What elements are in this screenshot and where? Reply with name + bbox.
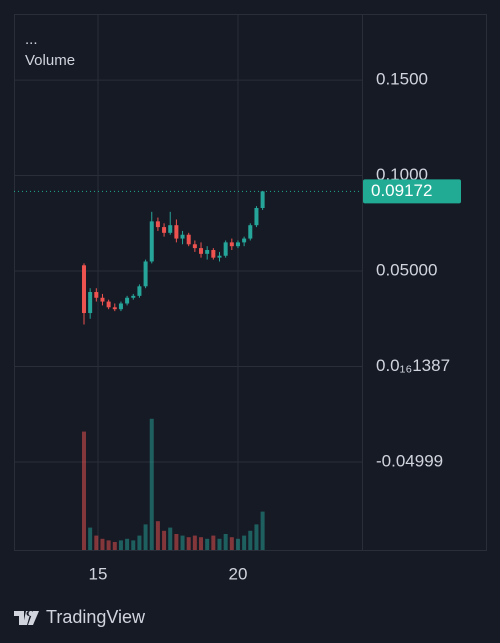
candle-body bbox=[155, 221, 160, 228]
brand-name: TradingView bbox=[46, 607, 146, 627]
candle-body bbox=[174, 225, 179, 239]
volume-bar bbox=[235, 538, 240, 550]
volume-bar bbox=[137, 535, 142, 550]
volume-bar bbox=[205, 538, 210, 550]
candle-body bbox=[260, 191, 265, 209]
candle-body bbox=[248, 225, 253, 239]
y-tick-label: 0.05000 bbox=[376, 261, 437, 280]
candle-body bbox=[254, 208, 259, 226]
x-tick-label: 20 bbox=[229, 564, 248, 583]
volume-bar bbox=[131, 540, 136, 550]
volume-bar bbox=[118, 540, 123, 550]
candle-body bbox=[125, 297, 130, 304]
volume-bar bbox=[155, 521, 160, 550]
volume-bar bbox=[217, 538, 222, 550]
volume-bar bbox=[192, 535, 197, 550]
candle-body bbox=[186, 234, 191, 245]
grid bbox=[14, 14, 362, 550]
candle-body bbox=[180, 234, 185, 239]
candle-body bbox=[235, 242, 240, 247]
candle-body bbox=[137, 286, 142, 296]
legend-title: ... bbox=[25, 31, 38, 48]
candle-body bbox=[149, 221, 154, 262]
volume-bar bbox=[94, 535, 99, 550]
candle-body bbox=[88, 292, 93, 314]
volume-pane bbox=[81, 418, 265, 550]
candle-body bbox=[242, 238, 247, 243]
volume-bar bbox=[229, 537, 234, 550]
volume-bar bbox=[168, 527, 173, 550]
volume-bar bbox=[254, 524, 259, 550]
axes: 0.1500 0.1000 0.05000 0.0₁₆1387 -0.04999 15 20… bbox=[14, 70, 461, 583]
y-tick-label: 0.1000 bbox=[376, 165, 428, 184]
volume-bar bbox=[162, 530, 167, 550]
volume-bar bbox=[143, 524, 148, 550]
volume-bar bbox=[242, 535, 247, 550]
volume-bar bbox=[211, 535, 216, 550]
candle-body bbox=[131, 295, 136, 298]
volume-bar bbox=[81, 431, 86, 550]
last-price-box bbox=[363, 179, 461, 204]
y-tick-label: -0.04999 bbox=[376, 451, 443, 470]
candle-body bbox=[192, 244, 197, 249]
volume-bar bbox=[174, 534, 179, 550]
candles bbox=[81, 191, 265, 325]
volume-bar bbox=[199, 537, 204, 550]
last-price-label: 0.09172 bbox=[371, 181, 432, 200]
volume-bar bbox=[149, 418, 154, 550]
volume-bar bbox=[112, 542, 117, 550]
volume-bar bbox=[88, 527, 93, 550]
volume-bar bbox=[248, 530, 253, 550]
candle-body bbox=[211, 250, 216, 258]
candle-body bbox=[162, 227, 167, 233]
volume-bar bbox=[186, 537, 191, 550]
y-tick-label: 0.0₁₆1387 bbox=[376, 356, 450, 375]
volume-bar bbox=[100, 538, 105, 550]
candle-body bbox=[81, 265, 86, 314]
candle-body bbox=[217, 255, 222, 258]
candle-body bbox=[143, 261, 148, 287]
candle-body bbox=[94, 292, 99, 298]
tradingview-logo bbox=[14, 611, 39, 625]
volume-bar bbox=[223, 534, 228, 550]
candle-body bbox=[100, 297, 105, 302]
x-tick-label: 15 bbox=[89, 564, 108, 583]
candle-body bbox=[118, 303, 123, 310]
volume-bar bbox=[260, 511, 265, 550]
candle-body bbox=[205, 250, 210, 254]
pane-frame bbox=[14, 14, 487, 551]
legend-volume: Volume bbox=[25, 52, 75, 69]
candle-body bbox=[168, 225, 173, 233]
candle-body bbox=[229, 242, 234, 247]
candle-body bbox=[223, 242, 228, 256]
candle-body bbox=[106, 301, 111, 308]
volume-bar bbox=[106, 540, 111, 550]
volume-bar bbox=[180, 535, 185, 550]
candle-body bbox=[112, 307, 117, 310]
candle-body bbox=[199, 248, 204, 254]
y-tick-label: 0.1500 bbox=[376, 70, 428, 89]
volume-bar bbox=[125, 538, 130, 550]
